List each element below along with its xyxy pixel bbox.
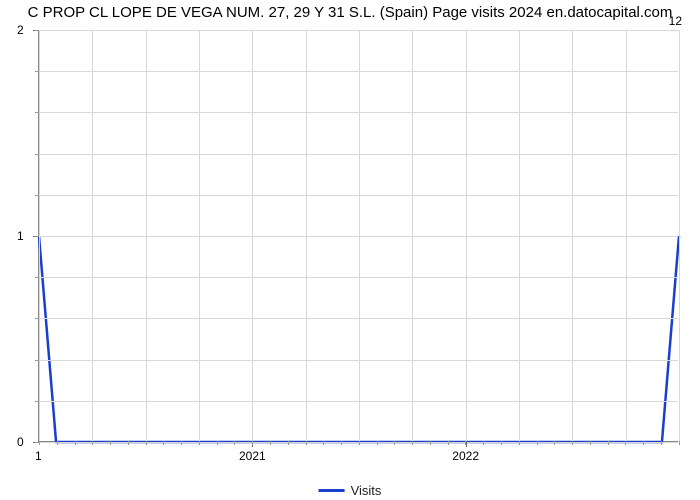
y-tick-label: 1 xyxy=(17,229,24,243)
x-tick-label: 2022 xyxy=(452,449,479,463)
legend: Visits xyxy=(319,483,382,498)
x-tick-label: 2021 xyxy=(239,449,266,463)
chart-title: C PROP CL LOPE DE VEGA NUM. 27, 29 Y 31 … xyxy=(0,4,700,21)
top-right-corner-label: 12 xyxy=(669,14,682,28)
chart-container: C PROP CL LOPE DE VEGA NUM. 27, 29 Y 31 … xyxy=(0,0,700,500)
y-tick-label: 2 xyxy=(17,23,24,37)
bottom-left-corner-label: 1 xyxy=(35,449,42,463)
y-tick-label: 0 xyxy=(17,435,24,449)
legend-swatch xyxy=(319,489,345,492)
legend-label: Visits xyxy=(351,483,382,498)
plot-area: 12 1 20212022012 xyxy=(38,30,678,442)
